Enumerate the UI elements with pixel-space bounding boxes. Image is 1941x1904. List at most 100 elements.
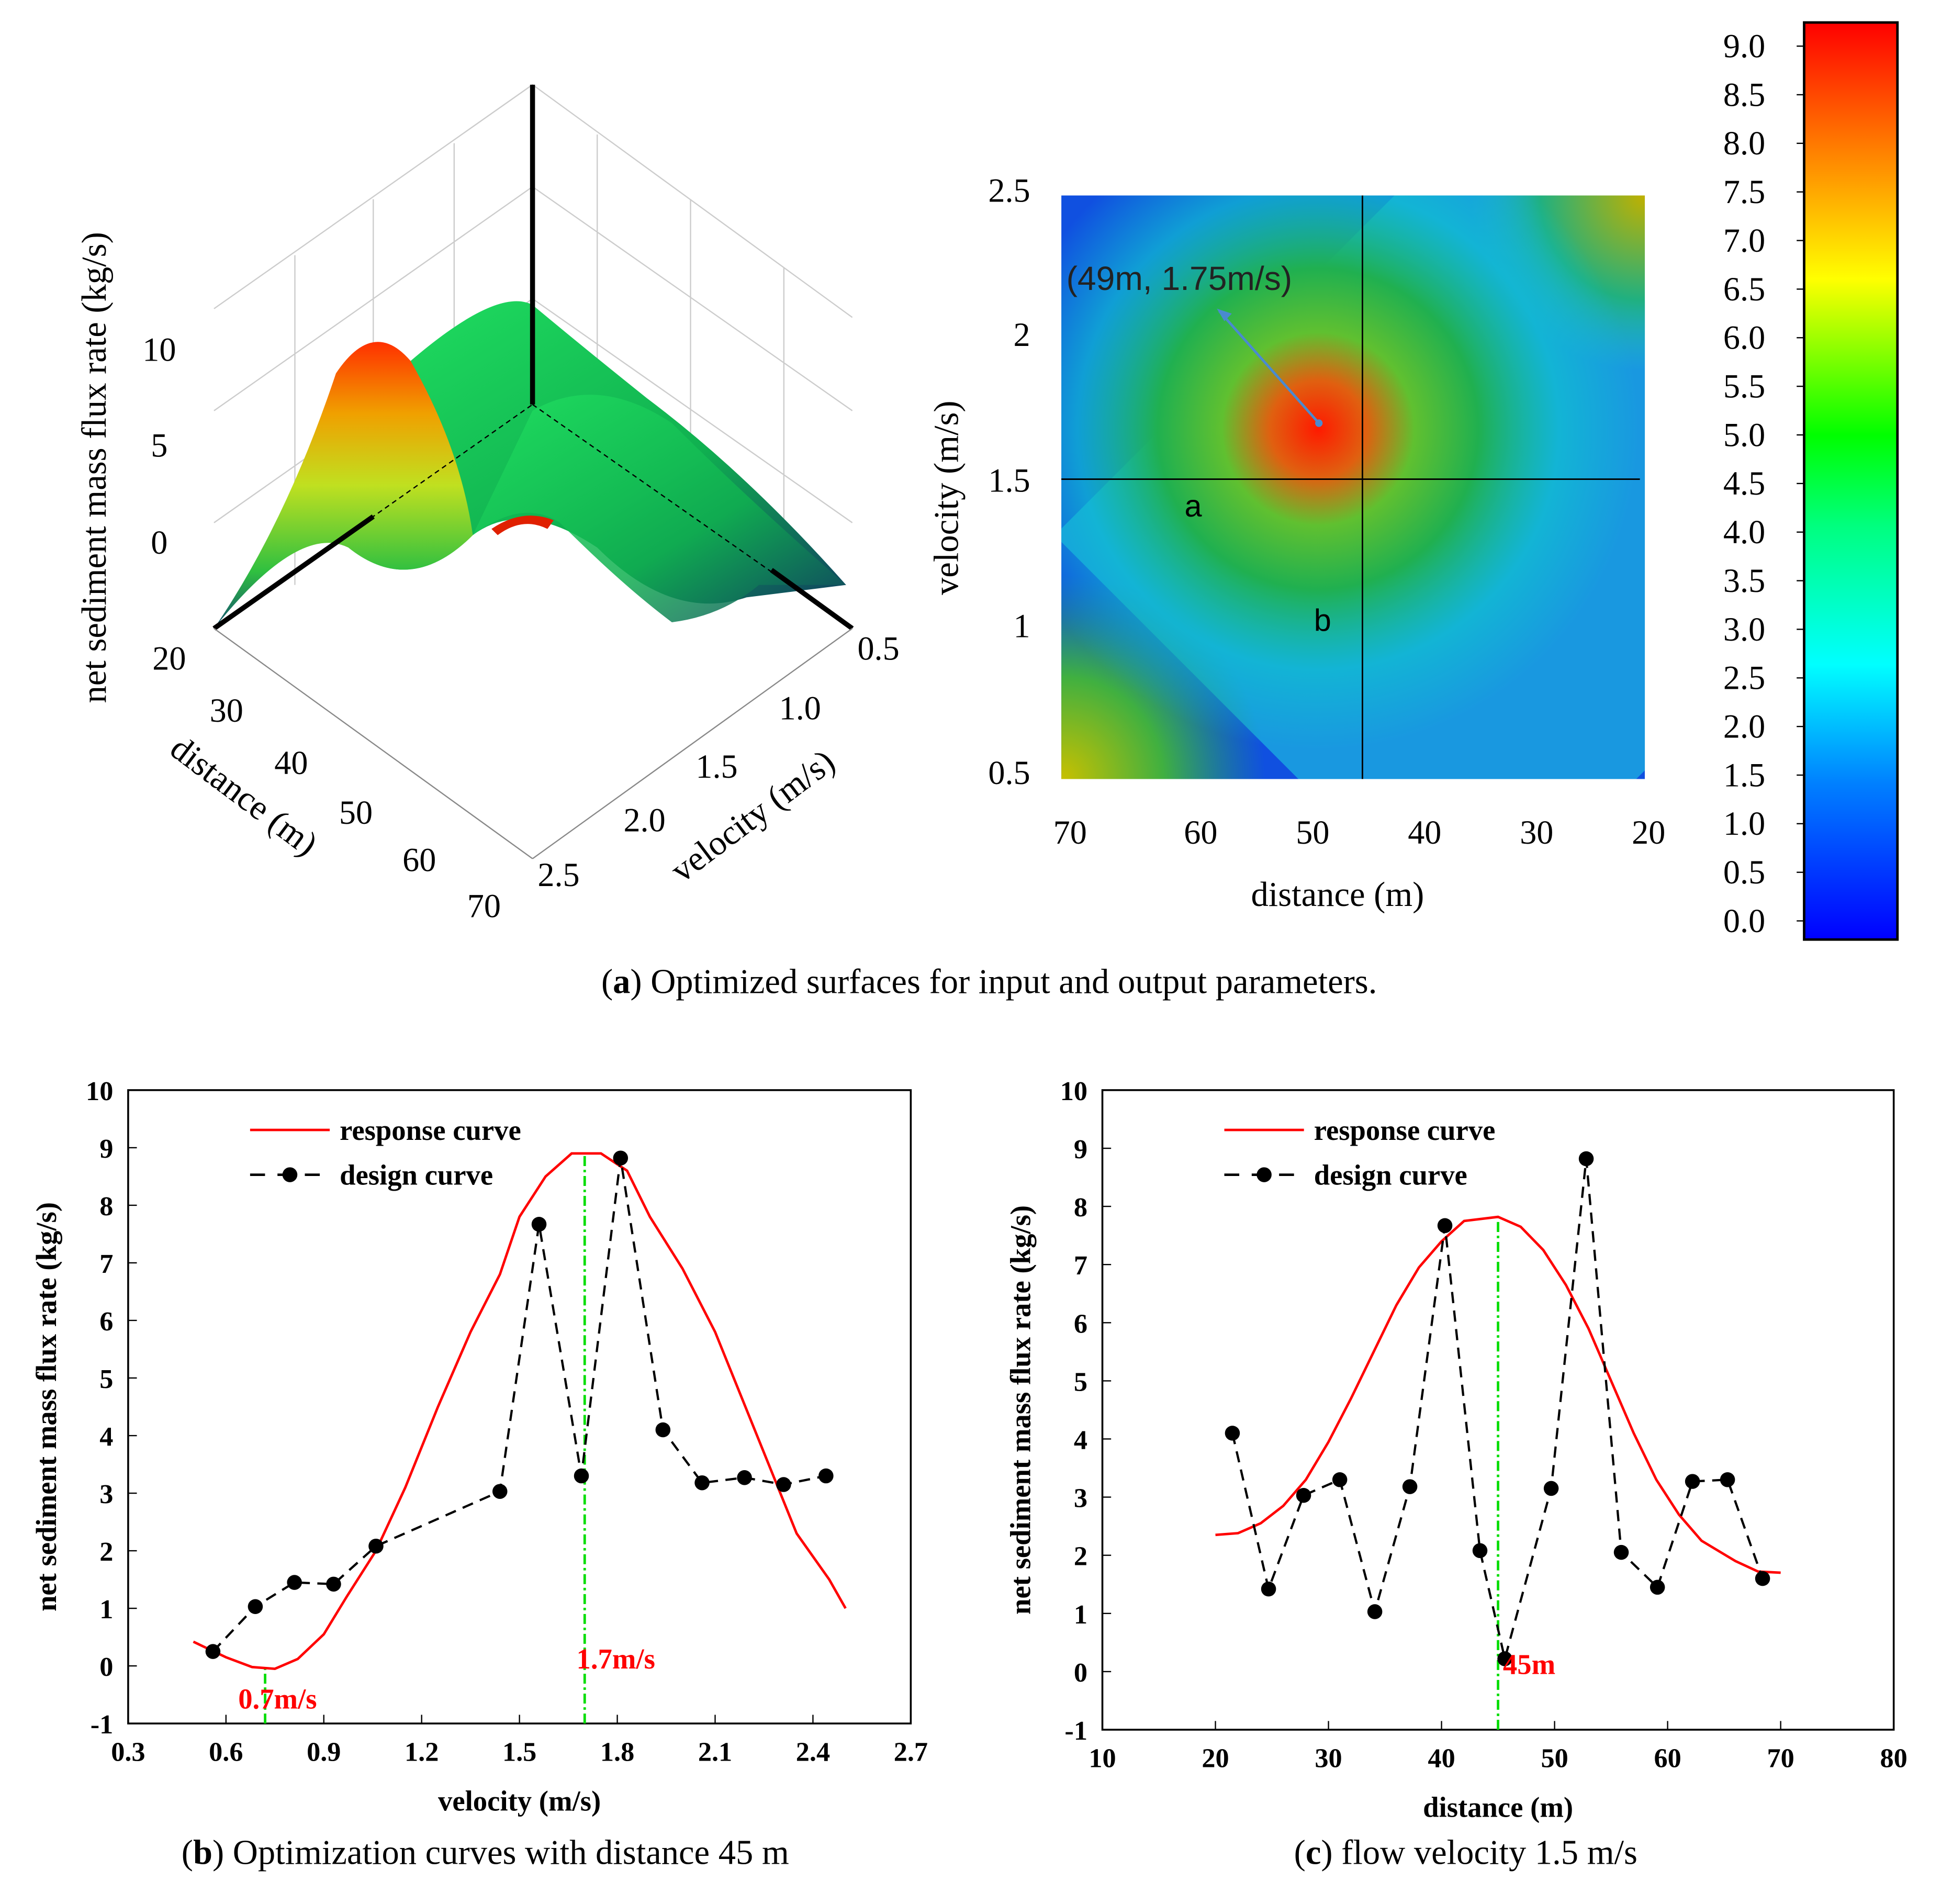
y-tick-label: 8: [1074, 1192, 1087, 1223]
colorbar-tick-label: 5.5: [1723, 368, 1765, 405]
colorbar-tick-label: 3.0: [1723, 611, 1765, 648]
heatmap-x-tick: 50: [1296, 814, 1329, 851]
x-tick-label: 1.5: [502, 1737, 536, 1767]
colorbar-tick-label: 2.5: [1723, 659, 1765, 697]
x-tick-label: 20: [1202, 1743, 1229, 1773]
legend-design-marker: [1256, 1167, 1272, 1182]
x-tick-label: 2.1: [698, 1737, 732, 1767]
x-axis-label: distance (m): [1423, 1791, 1573, 1823]
y-tick-label: 8: [99, 1191, 113, 1222]
design-point: [1402, 1479, 1418, 1494]
colorbar: 9.0 8.5 8.0 7.5 7.0 6.5 6.0 5.5 5.0 4.5 4.0 3.5 3.0 2…: [1723, 21, 1899, 941]
chart-b: 0.3 0.6 0.9 1.2 1.5 1.8 2.1 2.4 2.7 -1 0 1 2 3 4 5 6 7 8 9 1…: [30, 1076, 928, 1817]
y-tick-label: -1: [1064, 1716, 1087, 1746]
design-point: [574, 1468, 589, 1484]
z-tick-label: 10: [142, 331, 176, 368]
x-tick-label: 60: [1654, 1743, 1681, 1773]
colorbar-tick-label: 7.0: [1723, 222, 1765, 259]
y-tick-label: -1: [91, 1709, 114, 1740]
heatmap-y-tick: 1: [1014, 607, 1030, 644]
design-point: [287, 1575, 302, 1590]
design-point: [326, 1576, 341, 1592]
y-tick-label: 0: [99, 1652, 113, 1682]
y-tick-label: 2.5: [537, 856, 579, 893]
y-tick-label: 4: [1074, 1425, 1087, 1455]
design-point: [818, 1468, 834, 1484]
heatmap-plot: (49m, 1.75m/s) a b 70 60 50 40 30 20 2.5 2 1.5 1 0…: [928, 172, 1666, 914]
colorbar-tick-label: 8.0: [1723, 125, 1765, 162]
x-tick-label: 10: [1089, 1743, 1116, 1773]
design-point: [1225, 1426, 1240, 1441]
y-tick-label: 4: [99, 1421, 113, 1452]
arrow-head-icon: [1217, 308, 1232, 321]
heatmap-y-tick: 1.5: [988, 462, 1030, 499]
design-point: [531, 1216, 547, 1232]
y-tick-label: 3: [1074, 1483, 1087, 1514]
design-point: [737, 1470, 752, 1485]
legend-response-label: response curve: [1314, 1114, 1496, 1146]
y-axis-label: net sediment mass flux rate (kg/s): [30, 1202, 62, 1611]
y-tick-label: 9: [99, 1134, 113, 1164]
heatmap-y-tick: 2: [1014, 316, 1030, 353]
legend-design-label: design curve: [1314, 1159, 1467, 1191]
y-tick-label: 10: [1060, 1076, 1087, 1106]
caption-a: (a) Optimized surfaces for input and out…: [601, 962, 1377, 1001]
y-tick-label: 0: [1074, 1657, 1087, 1688]
design-point: [1685, 1474, 1700, 1489]
heatmap-x-tick: 30: [1520, 814, 1553, 851]
x-tick-label: 20: [152, 640, 186, 677]
optimum-marker-label: 0.7m/s: [238, 1683, 317, 1715]
y-tick-label: 10: [86, 1076, 113, 1106]
3d-axes: [212, 84, 854, 859]
surface-peak: [214, 342, 473, 629]
colorbar-gradient: [1803, 21, 1899, 941]
design-point: [1578, 1151, 1594, 1167]
y-tick-label: 1.5: [695, 748, 737, 785]
x-tick-label: 40: [274, 744, 308, 781]
x-tick-label: 30: [210, 692, 243, 729]
design-point: [1613, 1544, 1629, 1560]
plot-frame: [127, 1089, 912, 1724]
chart-c: 10 20 30 40 50 60 70 80 -1 0 1 2 3 4 5 6 7 8 9 10 distance (…: [1005, 1076, 1908, 1823]
colorbar-tick-label: 0.5: [1723, 854, 1765, 891]
y-tick-label: 0.5: [857, 630, 899, 667]
surface-front: [473, 395, 846, 622]
z-axis-label: net sediment mass flux rate (kg/s): [75, 232, 114, 703]
design-point: [655, 1422, 671, 1438]
y-tick-label: 2.0: [623, 801, 665, 838]
x-tick-label: 60: [402, 841, 436, 878]
y-axis-label: velocity (m/s): [664, 742, 842, 890]
x-tick-label: 50: [339, 794, 373, 831]
colorbar-tick-label: 9.0: [1723, 28, 1765, 65]
caption-c: (c) flow velocity 1.5 m/s: [1294, 1834, 1637, 1872]
y-tick-label: 9: [1074, 1134, 1087, 1164]
colorbar-tick-label: 6.0: [1723, 319, 1765, 356]
colorbar-tick-label: 3.5: [1723, 562, 1765, 599]
design-point: [492, 1484, 508, 1499]
x-tick-label: 70: [1767, 1743, 1794, 1773]
design-point: [1472, 1543, 1488, 1559]
annotation-arrow: [1218, 310, 1320, 424]
response-curve-line: [1215, 1215, 1781, 1574]
colorbar-tick-label: 0.0: [1723, 902, 1765, 939]
design-point: [694, 1475, 710, 1491]
y-tick-label: 3: [99, 1479, 113, 1509]
colorbar-tick-label: 1.5: [1723, 756, 1765, 793]
colorbar-tick-label: 4.0: [1723, 513, 1765, 551]
colorbar-tick-label: 5.0: [1723, 416, 1765, 453]
y-axis-label: net sediment mass flux rate (kg/s): [1005, 1205, 1037, 1615]
x-tick-label: 0.6: [209, 1737, 243, 1767]
design-point: [1332, 1472, 1348, 1487]
heatmap-y-tick: 2.5: [988, 172, 1030, 209]
design-point: [205, 1644, 221, 1659]
response-curve-line: [193, 1152, 847, 1670]
optimum-marker-label: 1.7m/s: [577, 1643, 655, 1675]
optimum-marker-label: 45m: [1503, 1649, 1555, 1681]
z-tick-label: 5: [151, 427, 167, 464]
design-point: [368, 1538, 384, 1554]
heatmap-y-label: velocity (m/s): [928, 400, 966, 595]
x-tick-label: 80: [1880, 1743, 1908, 1773]
y-tick-label: 6: [1074, 1308, 1087, 1339]
heatmap-y-tick: 0.5: [988, 754, 1030, 791]
